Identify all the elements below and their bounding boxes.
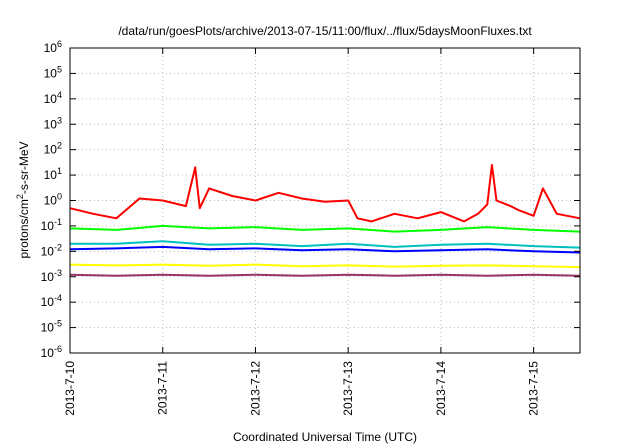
y-axis: 10-610-510-410-310-210-11001011021031041… bbox=[41, 39, 580, 360]
y-tick-label: 10-3 bbox=[41, 268, 62, 284]
y-tick-label-exp: -4 bbox=[54, 293, 62, 303]
y-tick-label: 104 bbox=[44, 90, 62, 106]
y-tick-label-exp: 0 bbox=[57, 192, 62, 202]
series-line-3 bbox=[69, 245, 581, 254]
y-tick-label-exp: 2 bbox=[57, 141, 62, 151]
series-line-1 bbox=[69, 224, 581, 233]
y-tick-label: 10-5 bbox=[41, 319, 62, 335]
y-tick-label: 103 bbox=[44, 115, 62, 131]
series-line-2 bbox=[70, 240, 581, 249]
x-axis: 2013-7-10 2013-7-11 2013-7-12 2013-7-13 2013… bbox=[63, 48, 541, 416]
x-tick-label: 2013-7-12 bbox=[248, 361, 262, 416]
series-line-4 bbox=[69, 263, 581, 269]
y-axis-label-sup: 2 bbox=[15, 194, 25, 199]
y-tick-label-base: 10 bbox=[41, 219, 55, 233]
x-axis-label: Coordinated Universal Time (UTC) bbox=[233, 430, 417, 444]
y-tick-label-base: 10 bbox=[44, 41, 58, 55]
y-tick-label: 100 bbox=[44, 192, 62, 208]
y-tick-label-exp: 5 bbox=[57, 64, 62, 74]
chart-title: /data/run/goesPlots/archive/2013-07-15/1… bbox=[118, 24, 532, 38]
y-tick-label: 10-6 bbox=[41, 344, 62, 360]
y-tick-label-exp: 1 bbox=[57, 166, 62, 176]
y-tick-label-base: 10 bbox=[44, 66, 58, 80]
y-tick-label: 106 bbox=[44, 39, 62, 55]
y-tick-label-base: 10 bbox=[44, 92, 58, 106]
grid bbox=[70, 48, 580, 353]
y-tick-label-exp: 4 bbox=[57, 90, 62, 100]
y-tick-label: 105 bbox=[44, 64, 62, 80]
y-tick-label-base: 10 bbox=[44, 143, 58, 157]
y-axis-label-suffix: -s-sr-MeV bbox=[17, 141, 31, 194]
y-tick-label: 10-2 bbox=[41, 242, 62, 258]
x-tick-label: 2013-7-10 bbox=[63, 361, 77, 416]
y-tick-label-exp: -5 bbox=[54, 319, 62, 329]
series-group bbox=[69, 164, 581, 277]
y-tick-label-base: 10 bbox=[41, 346, 55, 360]
y-axis-label-prefix: protons/cm bbox=[17, 199, 31, 258]
x-tick-label: 2013-7-13 bbox=[341, 361, 355, 416]
y-axis-label: protons/cm2-s-sr-MeV bbox=[15, 141, 31, 258]
y-tick-label-exp: 3 bbox=[57, 115, 62, 125]
y-tick-label-base: 10 bbox=[41, 270, 55, 284]
y-tick-label-exp: -3 bbox=[54, 268, 62, 278]
y-tick-label-base: 10 bbox=[44, 168, 58, 182]
y-tick-label: 10-1 bbox=[41, 217, 62, 233]
y-tick-label-base: 10 bbox=[41, 295, 55, 309]
y-tick-label: 102 bbox=[44, 141, 62, 157]
y-tick-label-exp: -2 bbox=[54, 242, 62, 252]
y-tick-label: 101 bbox=[44, 166, 62, 182]
x-tick-label: 2013-7-14 bbox=[434, 361, 448, 416]
y-tick-label-base: 10 bbox=[41, 321, 55, 335]
series-line-5 bbox=[69, 273, 581, 277]
y-tick-label-base: 10 bbox=[44, 194, 58, 208]
x-tick-label: 2013-7-15 bbox=[527, 361, 541, 416]
y-tick-label-base: 10 bbox=[44, 117, 58, 131]
y-tick-label-exp: 6 bbox=[57, 39, 62, 49]
y-tick-label: 10-4 bbox=[41, 293, 62, 309]
x-tick-label: 2013-7-11 bbox=[156, 361, 170, 415]
y-tick-label-exp: -6 bbox=[54, 344, 62, 354]
y-tick-label-exp: -1 bbox=[54, 217, 62, 227]
y-tick-label-base: 10 bbox=[41, 244, 55, 258]
series-line-0 bbox=[69, 164, 581, 223]
